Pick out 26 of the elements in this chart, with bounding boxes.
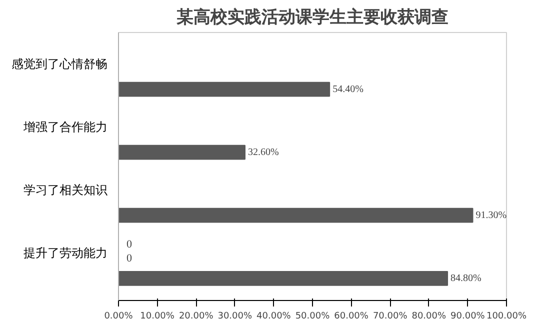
y-tick-label: 提升了劳动能力: [24, 246, 108, 260]
y-tick-label: 感觉到了心情舒畅: [12, 57, 108, 72]
chart-title: 某高校实践活动课学生主要收获调查: [176, 8, 448, 28]
x-tick-label: 0.00%: [104, 312, 134, 322]
bar: [118, 270, 448, 286]
x-tick-label: 60.00%: [334, 312, 369, 322]
x-tick-label: 10.00%: [140, 312, 175, 322]
data-label: 54.40%: [332, 84, 364, 95]
annotation: 0: [126, 238, 132, 251]
data-label: 32.60%: [248, 146, 279, 158]
y-tick-label: 增强了合作能力: [22, 120, 108, 134]
x-tick-label: 50.00%: [295, 312, 330, 322]
x-tick-label: 100.00%: [486, 312, 527, 322]
annotation: 0: [126, 252, 132, 265]
y-tick-label: 学习了相关知识: [24, 183, 108, 198]
bar: [118, 144, 246, 160]
data-label: 84.80%: [450, 272, 482, 284]
data-label: 91.30%: [476, 210, 507, 221]
bar: [118, 208, 474, 223]
x-tick-label: 40.00%: [256, 312, 292, 322]
x-tick-label: 30.00%: [218, 312, 253, 322]
x-tick-label: 80.00%: [412, 312, 447, 322]
x-tick-label: 90.00%: [450, 312, 486, 322]
bar: [118, 82, 330, 97]
x-tick-label: 20.00%: [178, 312, 214, 322]
x-tick-label: 70.00%: [372, 312, 408, 322]
